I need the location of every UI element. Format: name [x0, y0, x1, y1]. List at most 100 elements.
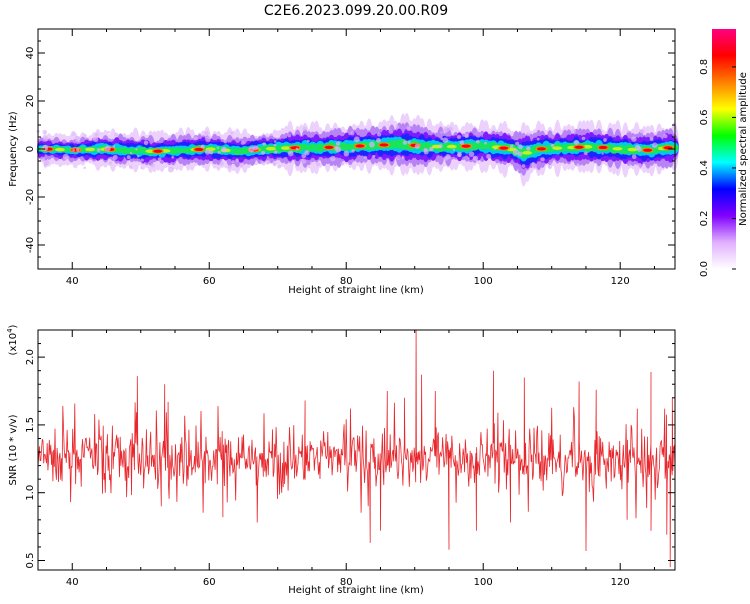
spectrogram-speckle	[204, 131, 209, 136]
spectrogram-speckle	[72, 148, 75, 152]
spectrogram-speckle	[277, 164, 282, 169]
spectrogram-speckle	[221, 146, 227, 153]
spectrogram-speckle	[92, 136, 99, 143]
spectrogram-speckle	[114, 132, 119, 137]
spectrogram-speckle	[329, 155, 336, 162]
spectrogram-speckle	[401, 156, 405, 160]
spectrogram-peak	[379, 143, 389, 147]
spectrogram-speckle	[583, 151, 588, 156]
spectrogram-speckle	[442, 137, 449, 144]
spectrogram-speckle	[531, 162, 537, 169]
spectrogram-speckle	[301, 153, 307, 159]
y-tick-label: 0.5	[25, 553, 36, 569]
spectrogram-y-axis-label: Frequency (Hz)	[8, 111, 19, 187]
spectrogram-speckle	[335, 141, 341, 146]
spectrogram-speckle	[576, 163, 580, 167]
spectrogram-core-cell	[280, 146, 291, 150]
spectrogram-speckle	[42, 145, 49, 151]
spectrogram-speckle	[663, 134, 668, 139]
spectrogram-speckle	[231, 160, 235, 164]
spectrogram-speckle	[94, 132, 99, 137]
spectrogram-speckle	[649, 137, 654, 142]
spectrogram-speckle	[112, 145, 116, 148]
spectrogram-core-cell	[612, 146, 623, 151]
colorbar-tick-label: 0.6	[699, 109, 710, 125]
spectrogram-speckle	[287, 150, 294, 157]
spectrogram-speckle	[468, 151, 475, 157]
spectrogram-speckle	[363, 155, 367, 159]
spectrogram-speckle	[456, 135, 461, 140]
spectrogram-speckle	[517, 151, 523, 157]
spectrogram-speckle	[205, 136, 211, 142]
spectrogram-speckle	[335, 146, 342, 153]
snr-panel: 40 60 80 100 120 0.5 1.0 1.5 2.0 Height of stra…	[6, 324, 676, 596]
spectrogram-speckle	[637, 162, 642, 167]
spectrogram-speckle	[440, 137, 444, 141]
spectrogram-speckle	[631, 154, 637, 160]
spectrogram-speckle	[549, 162, 552, 165]
spectrogram-speckle	[272, 161, 277, 166]
spectrogram-speckle	[306, 139, 310, 143]
spectrogram-speckle	[601, 152, 604, 155]
snr-plot-area	[38, 330, 675, 570]
spectrogram-speckle	[39, 156, 46, 162]
spectrogram-speckle	[274, 150, 278, 154]
spectrogram-speckle	[240, 141, 245, 145]
spectrogram-speckle	[467, 157, 470, 160]
x-tick-label: 100	[474, 276, 493, 287]
spectrogram-speckle	[548, 165, 551, 169]
spectrogram-speckle	[634, 144, 641, 150]
spectrogram-speckle	[442, 128, 448, 134]
spectrogram-speckle	[388, 128, 394, 134]
spectrogram-speckle	[84, 136, 88, 140]
spectrogram-panel: 40 60 80 100 120 -40 -20 0 20 40 Height of strai…	[8, 28, 679, 296]
spectrogram-speckle	[603, 138, 607, 142]
y-tick-label: 2.0	[25, 349, 36, 365]
colorbar-gradient	[712, 29, 736, 269]
spectrogram-speckle	[108, 161, 113, 165]
spectrogram-core-cell	[265, 146, 276, 151]
spectrogram-core-cell	[85, 147, 96, 152]
spectrogram-speckle	[581, 136, 586, 141]
spectrogram-speckle	[340, 161, 344, 166]
spectrogram-speckle	[515, 141, 520, 146]
spectrogram-peak	[643, 148, 653, 152]
spectrogram-speckle	[628, 163, 631, 166]
spectrogram-speckle	[273, 143, 277, 147]
colorbar-tick-label: 0.8	[699, 59, 710, 75]
colorbar-tick-label: 0.4	[699, 160, 710, 176]
spectrogram-speckle	[540, 157, 545, 162]
spectrogram-speckle	[516, 169, 520, 172]
spectrogram-peak	[324, 145, 334, 149]
snr-y-axis-label: SNR (10 * v/v)	[8, 414, 19, 485]
spectrogram-speckle	[475, 139, 480, 144]
spectrogram-peak	[499, 146, 509, 150]
y-tick-label: 20	[25, 95, 36, 108]
spectrogram-core-cell	[522, 151, 533, 155]
spectrogram-speckle	[526, 132, 531, 137]
snr-x-axis: 40 60 80 100 120	[37, 330, 655, 588]
spectrogram-peak	[574, 145, 584, 149]
spectrogram-speckle	[640, 129, 645, 134]
spectrogram-speckle	[193, 136, 198, 141]
spectrogram-speckle	[223, 140, 228, 144]
spectrogram-speckle	[484, 141, 487, 145]
spectrogram-speckle	[204, 149, 211, 155]
spectrogram-y-axis: -40 -20 0 20 40	[25, 28, 675, 270]
x-tick-label: 40	[66, 276, 79, 287]
spectrogram-speckle	[235, 158, 239, 163]
spectrogram-speckle	[448, 126, 453, 131]
spectrogram-speckle	[129, 151, 133, 155]
spectrogram-speckle	[62, 153, 69, 160]
y-tick-label: -20	[25, 189, 36, 205]
spectrogram-speckle	[509, 144, 514, 148]
spectrogram-peak	[598, 145, 608, 150]
spectrogram-speckle	[372, 154, 376, 158]
spectrogram-speckle	[260, 160, 264, 165]
spectrogram-speckle	[150, 163, 155, 168]
x-tick-label: 60	[203, 577, 216, 588]
spectrogram-speckle	[438, 144, 443, 149]
spectrogram-speckle	[44, 159, 50, 166]
